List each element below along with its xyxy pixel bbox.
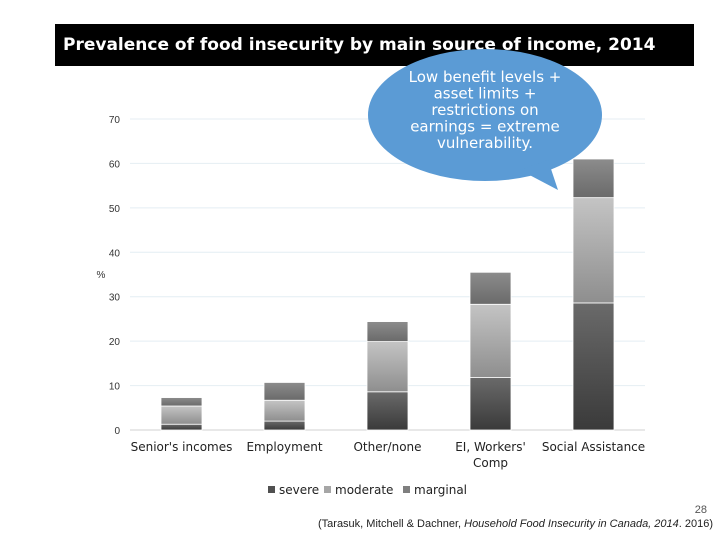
x-tick-label: Other/none [353, 440, 421, 454]
callout-text: Low benefit levels + [409, 68, 562, 86]
citation-prefix: (Tarasuk, Mitchell & Dachner, [318, 518, 465, 530]
y-tick-label: 60 [109, 159, 121, 170]
legend: severe moderate marginal [268, 483, 467, 497]
page-number: 28 [694, 504, 707, 516]
bar-segment-severe [263, 420, 306, 431]
legend-swatch-severe [268, 486, 275, 493]
callout-tail [520, 160, 558, 190]
bar-segment-moderate [469, 303, 512, 378]
bar-segment-moderate [572, 197, 615, 304]
citation-suffix: . 2016) [678, 518, 714, 530]
bar-segment-moderate [160, 405, 203, 425]
y-axis-label: % [97, 270, 106, 281]
y-tick-label: 30 [109, 293, 121, 304]
callout-text: asset limits + [434, 85, 537, 103]
y-tick-label: 50 [109, 204, 121, 215]
callout-text: vulnerability. [437, 134, 533, 152]
citation: (Tarasuk, Mitchell & Dachner, Household … [318, 518, 713, 530]
y-tick-label: 70 [109, 115, 121, 126]
y-tick-label: 10 [109, 382, 121, 393]
bar-segment-severe [469, 377, 512, 431]
bar-segment-severe [160, 423, 203, 431]
callout-text: restrictions on [431, 101, 538, 119]
callout-text: earnings = extreme [410, 118, 560, 136]
legend-label: severe [279, 483, 319, 497]
x-tick-label: EI, Workers' [455, 440, 526, 454]
x-tick-label: Senior's incomes [131, 440, 233, 454]
bar-segment-moderate [366, 341, 409, 393]
y-tick-label: 0 [114, 426, 120, 437]
x-tick-label: Comp [473, 456, 508, 470]
y-tick-label: 20 [109, 337, 121, 348]
callout-bubble: Low benefit levels +asset limits +restri… [368, 49, 602, 190]
bar-segment-severe [572, 302, 615, 431]
bar-segment-marginal [572, 158, 615, 199]
citation-title: Household Food Insecurity in Canada, 201… [464, 518, 679, 530]
bar-segment-marginal [263, 382, 306, 401]
x-tick-label: Employment [246, 440, 322, 454]
legend-label: marginal [414, 483, 467, 497]
slide-title: Prevalence of food insecurity by main so… [55, 24, 694, 66]
callout-shape [368, 49, 602, 181]
legend-label: moderate [335, 483, 393, 497]
bar-segment-severe [366, 391, 409, 431]
bar-segment-marginal [160, 397, 203, 407]
bar-segment-marginal [469, 271, 512, 305]
bar-segment-marginal [366, 321, 409, 342]
x-tick-label: Social Assistance [542, 440, 645, 454]
legend-swatch-marginal [403, 486, 410, 493]
y-tick-label: 40 [109, 248, 121, 259]
bar-segment-moderate [263, 399, 306, 422]
legend-swatch-moderate [324, 486, 331, 493]
